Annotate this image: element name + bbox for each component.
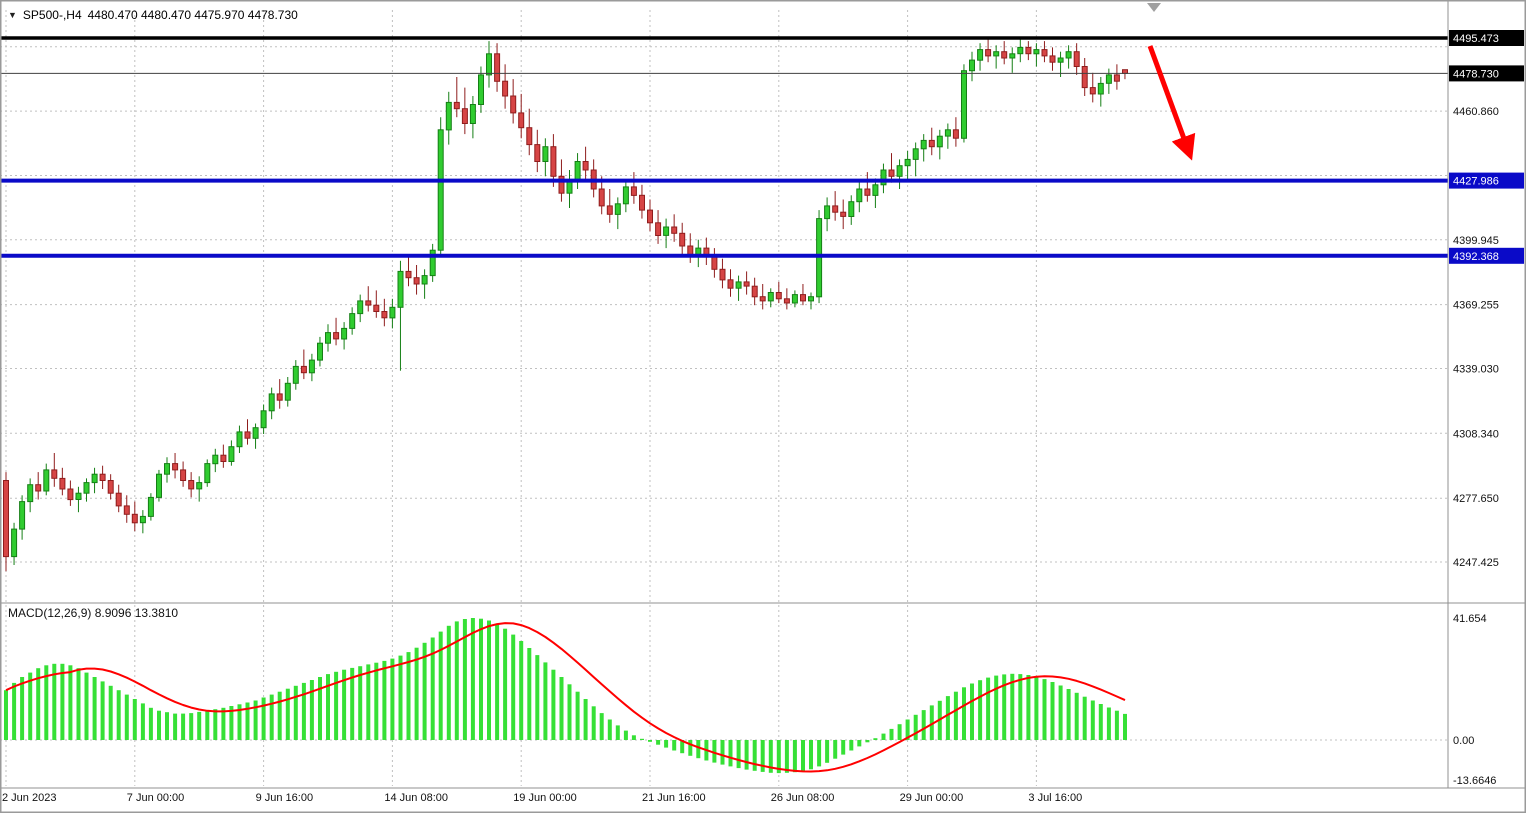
- macd-signal-line: [5, 622, 1126, 773]
- svg-text:41.654: 41.654: [1453, 613, 1487, 625]
- svg-text:4478.730: 4478.730: [1453, 68, 1499, 80]
- time-axis[interactable]: 2 Jun 2023 7 Jun 00:00 9 Jun 16:00 14 Jun 0…: [2, 792, 1082, 804]
- svg-text:-13.6646: -13.6646: [1453, 775, 1496, 787]
- svg-text:29 Jun 00:00: 29 Jun 00:00: [900, 792, 964, 804]
- svg-text:4427.986: 4427.986: [1453, 176, 1499, 188]
- svg-text:14 Jun 08:00: 14 Jun 08:00: [384, 792, 448, 804]
- svg-text:4399.945: 4399.945: [1453, 235, 1499, 247]
- svg-text:4308.340: 4308.340: [1453, 428, 1499, 440]
- svg-text:3 Jul 16:00: 3 Jul 16:00: [1028, 792, 1082, 804]
- svg-text:4277.650: 4277.650: [1453, 493, 1499, 505]
- trend-arrow[interactable]: [1147, 45, 1196, 161]
- price-axis[interactable]: 4460.860 4399.945 4369.255 4339.030 4308.340…: [1449, 30, 1524, 787]
- chart-shift-marker-icon[interactable]: [1147, 3, 1161, 12]
- macd-histogram: [4, 618, 1127, 774]
- svg-text:4339.030: 4339.030: [1453, 364, 1499, 376]
- grid: [0, 10, 1448, 786]
- svg-text:26 Jun 08:00: 26 Jun 08:00: [771, 792, 835, 804]
- svg-text:21 Jun 16:00: 21 Jun 16:00: [642, 792, 706, 804]
- svg-text:19 Jun 00:00: 19 Jun 00:00: [513, 792, 577, 804]
- svg-text:4392.368: 4392.368: [1453, 251, 1499, 263]
- svg-text:7 Jun 00:00: 7 Jun 00:00: [127, 792, 185, 804]
- candlesticks: [3, 39, 1128, 572]
- svg-text:4247.425: 4247.425: [1453, 557, 1499, 569]
- svg-text:2 Jun 2023: 2 Jun 2023: [2, 792, 56, 804]
- svg-text:9 Jun 16:00: 9 Jun 16:00: [256, 792, 314, 804]
- horizontal-line-objects[interactable]: [0, 36, 1448, 258]
- svg-text:0.00: 0.00: [1453, 735, 1474, 747]
- svg-text:4495.473: 4495.473: [1453, 33, 1499, 45]
- svg-text:4460.860: 4460.860: [1453, 106, 1499, 118]
- svg-text:4369.255: 4369.255: [1453, 300, 1499, 312]
